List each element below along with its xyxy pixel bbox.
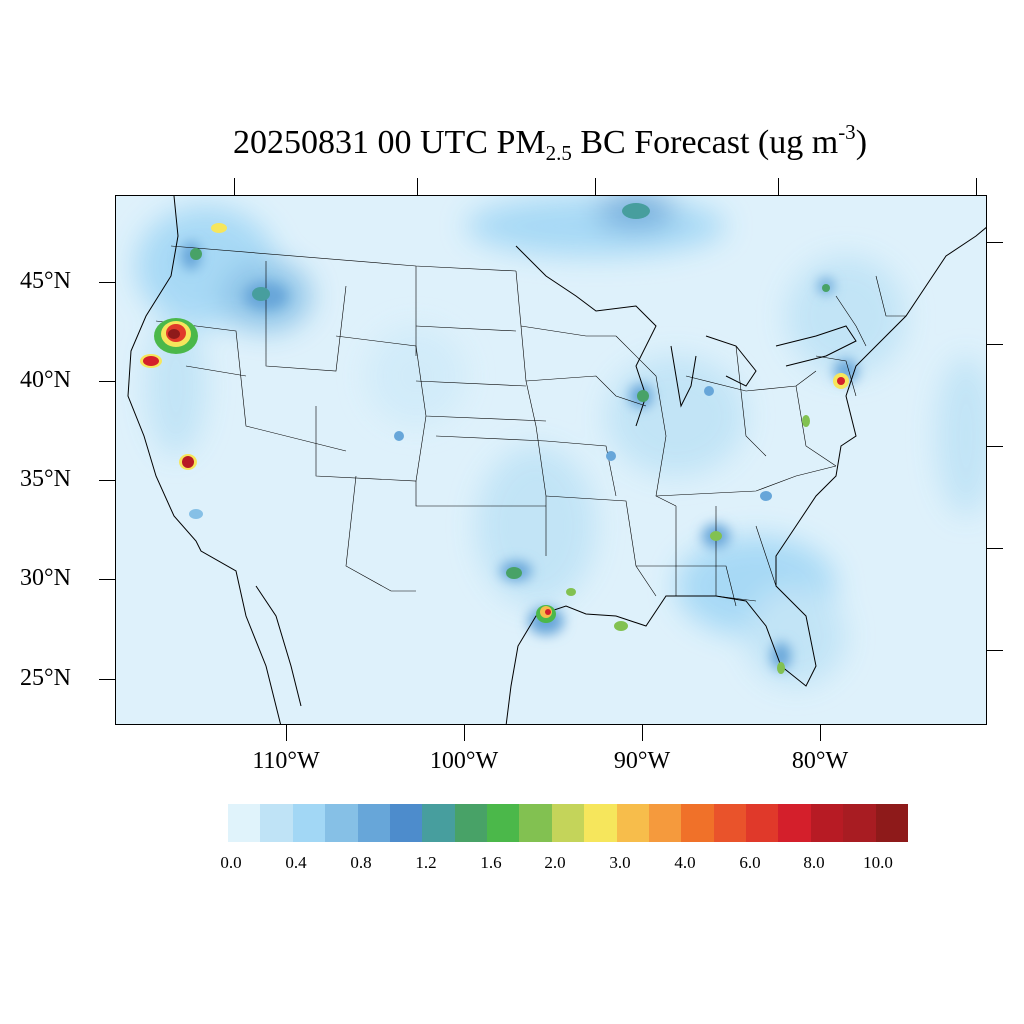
state-borders [155,245,906,607]
colorbar-swatch [648,804,682,842]
colorbar-swatch [228,804,261,842]
colorbar-swatch [746,804,779,842]
lon-label-90w: 90°W [613,748,671,774]
colorbar-swatch [357,804,390,842]
colorbar-label: 0.0 [220,853,242,872]
colorbar-swatch [713,804,746,842]
right-tick [987,548,1003,549]
lon-label-80w: 80°W [791,748,849,774]
top-tick [234,178,235,195]
colorbar-swatch [810,804,844,842]
colorbar-swatch [616,804,649,842]
top-tick [595,178,596,195]
colorbar-swatch [681,804,714,842]
title-date-time: 20250831 00 UTC PM [232,124,546,161]
left-tick [99,282,115,283]
colorbar-swatch [454,804,487,842]
left-tick [99,480,115,481]
colorbar-swatch [325,804,358,842]
title-close-paren: ) [855,124,868,161]
left-tick [99,381,115,382]
right-tick [987,242,1003,243]
title-species: BC Forecast (ug m [571,124,839,161]
coastline [127,196,986,724]
lat-label-45n: 45°N [20,268,71,294]
colorbar [228,804,908,842]
colorbar-swatch [551,804,585,842]
colorbar-label: 3.0 [609,853,631,872]
colorbar-swatch [843,804,876,842]
colorbar-label: 6.0 [739,853,761,872]
colorbar-swatch [519,804,552,842]
colorbar-label: 4.0 [674,853,696,872]
colorbar-swatch [260,804,293,842]
map-canvas [116,196,986,724]
left-tick [99,579,115,580]
chart-title: 20250831 00 UTC PM2.5 BC Forecast (ug m-… [0,120,1024,166]
colorbar-label: 10.0 [863,853,893,872]
bottom-tick [464,725,465,741]
colorbar-label: 8.0 [803,853,825,872]
right-tick [987,650,1003,651]
colorbar-label: 0.8 [350,853,372,872]
forecast-map [115,195,987,725]
bottom-tick [820,725,821,741]
colorbar-swatch [778,804,811,842]
title-subscript: 2.5 [545,141,572,165]
lat-label-40n: 40°N [20,367,71,393]
hotspots [140,203,849,674]
colorbar-swatch [292,804,326,842]
top-tick [976,178,977,195]
colorbar-swatch [389,804,423,842]
bottom-tick [286,725,287,741]
lat-label-25n: 25°N [20,665,71,691]
colorbar-swatch [875,804,908,842]
colorbar-swatch [487,804,520,842]
top-tick [417,178,418,195]
bottom-tick [642,725,643,741]
top-tick [778,178,779,195]
colorbar-label: 0.4 [285,853,307,872]
colorbar-swatch [584,804,617,842]
title-superscript: -3 [838,120,856,144]
lon-label-100w: 100°W [429,748,499,774]
colorbar-swatch [422,804,455,842]
right-tick [987,344,1003,345]
right-tick [987,446,1003,447]
lat-label-35n: 35°N [20,466,71,492]
colorbar-label: 2.0 [544,853,566,872]
left-tick [99,679,115,680]
lon-label-110w: 110°W [252,748,320,774]
colorbar-label: 1.2 [415,853,437,872]
lat-label-30n: 30°N [20,565,71,591]
colorbar-label: 1.6 [480,853,502,872]
